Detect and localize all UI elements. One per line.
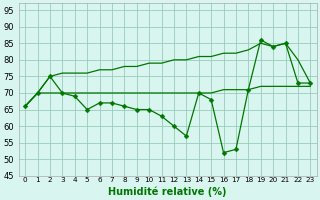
X-axis label: Humidité relative (%): Humidité relative (%) [108, 186, 227, 197]
